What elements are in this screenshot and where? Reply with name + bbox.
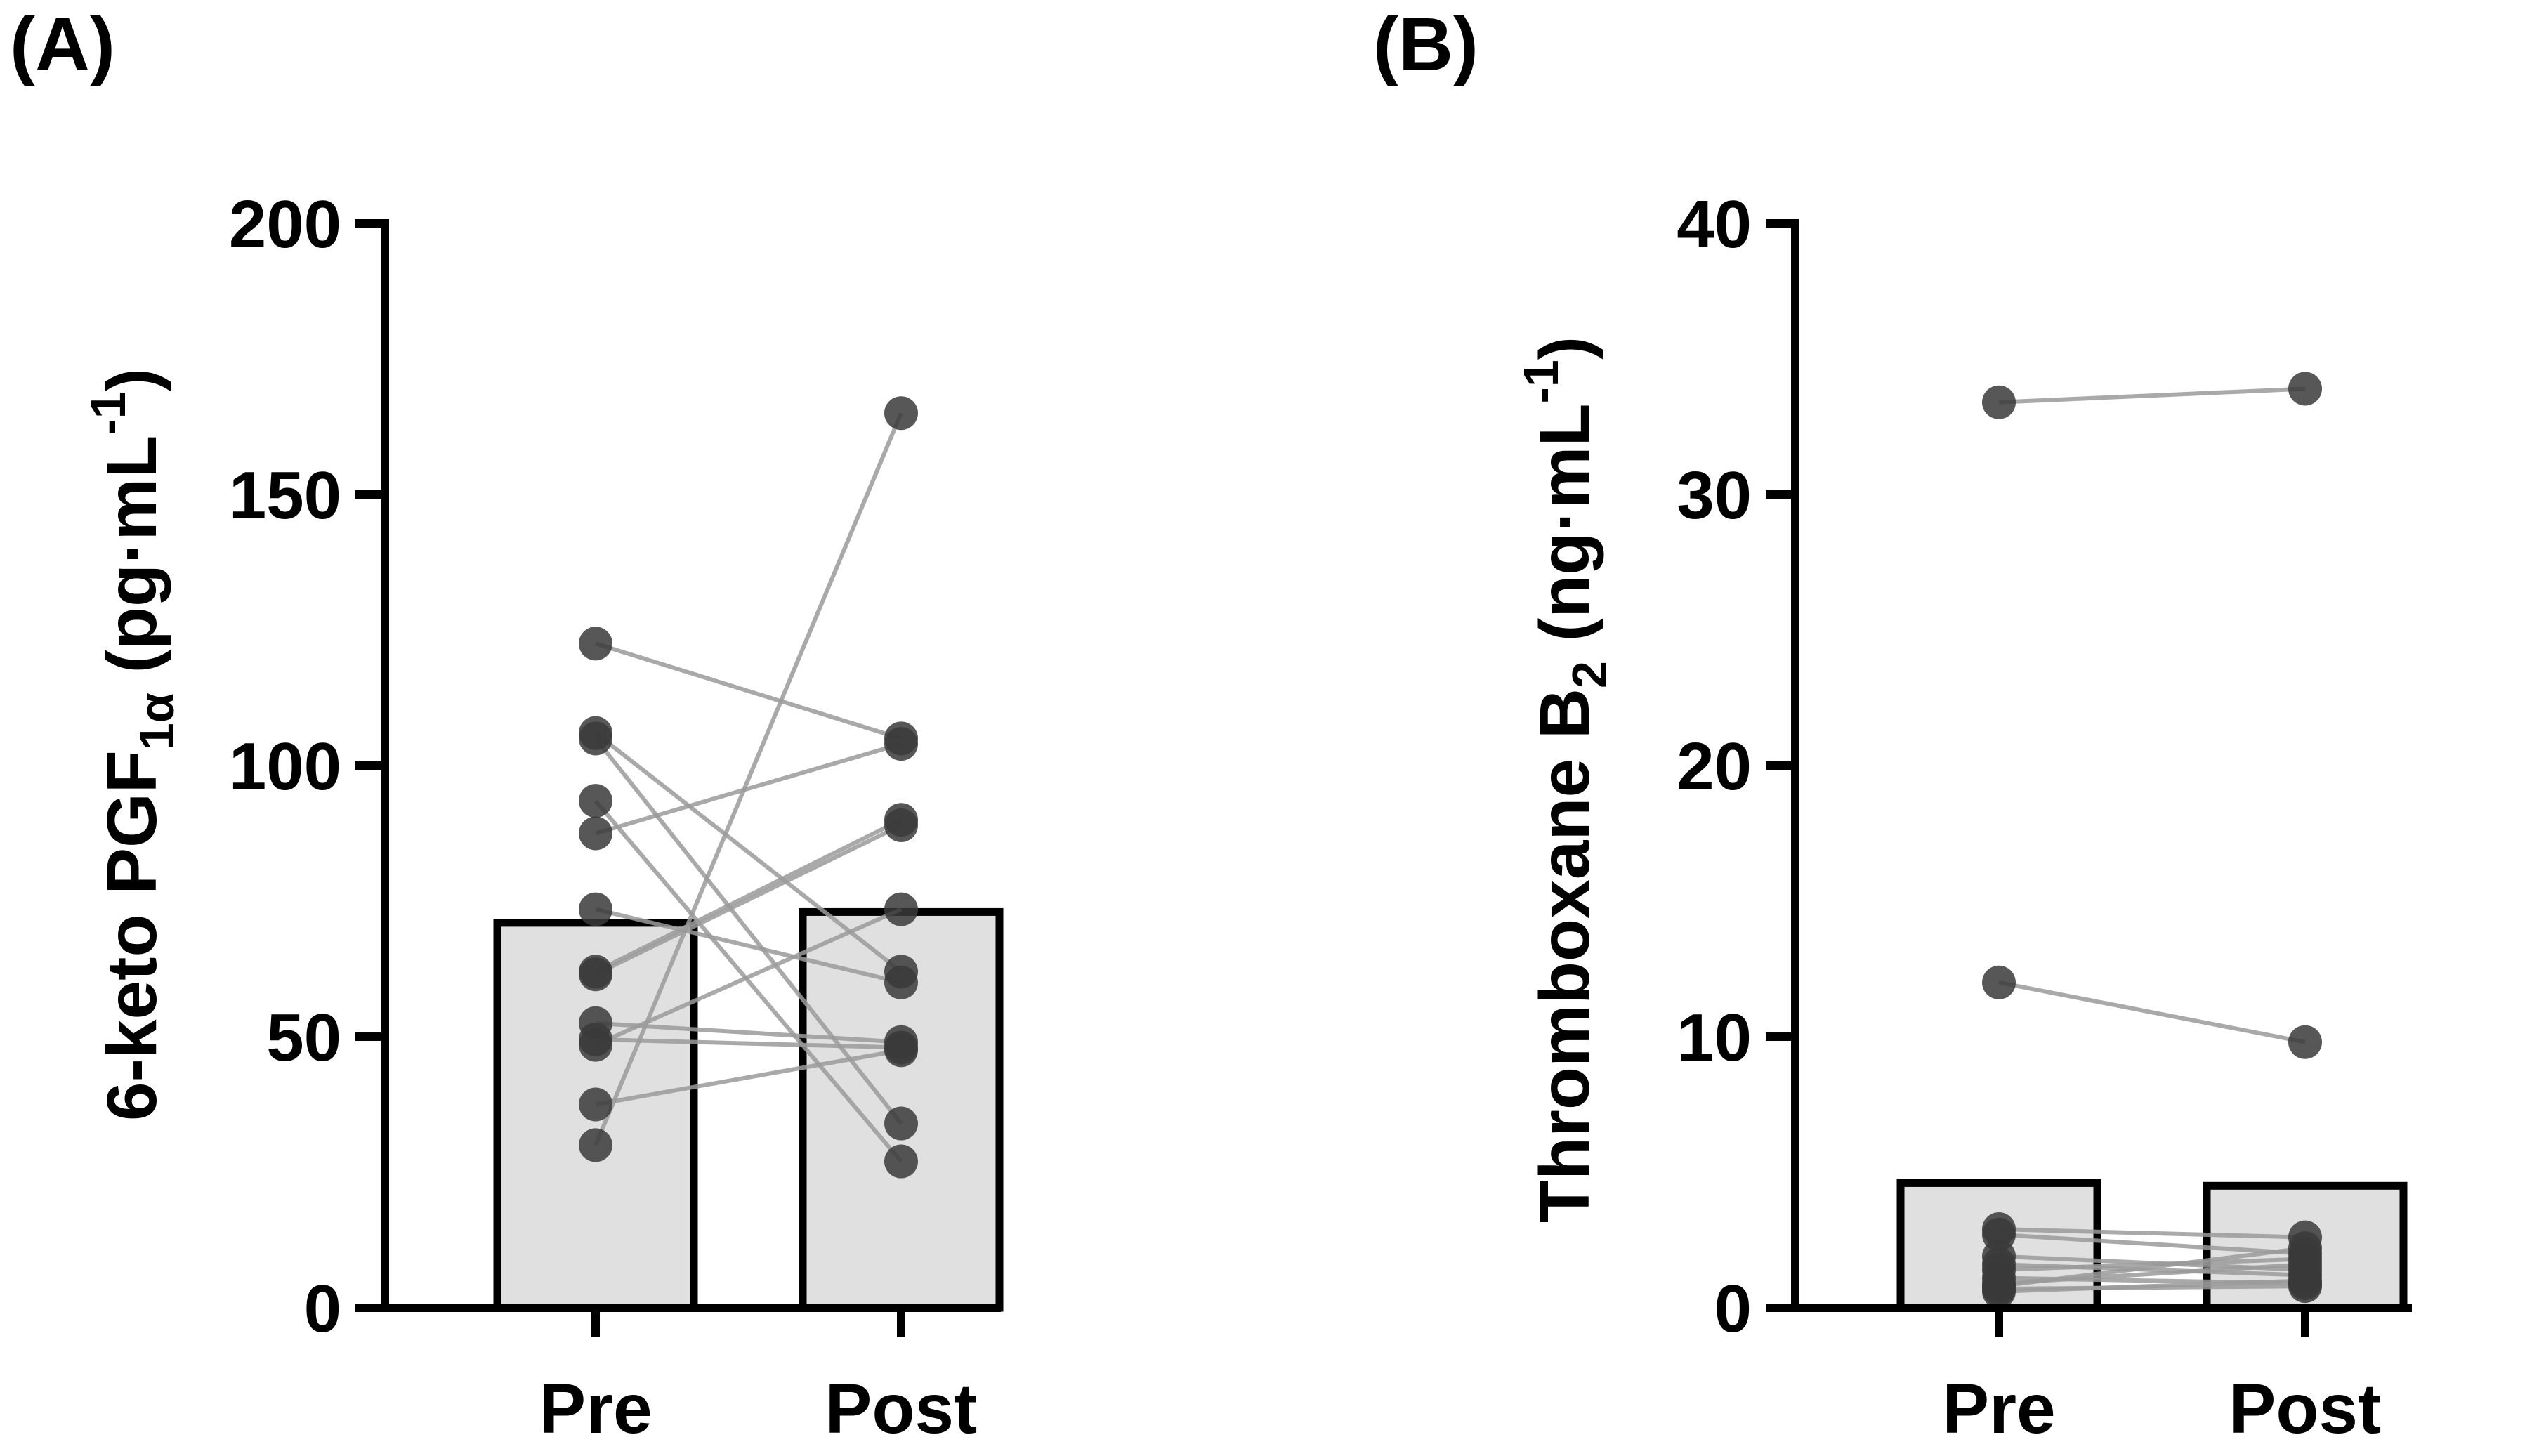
panel-b-y-tick-label-10: 10 — [1677, 1000, 1752, 1075]
panel-a-points — [579, 396, 918, 1179]
panel-b-pair-line-4 — [1998, 1232, 2306, 1256]
panel-b-point-pre-2 — [1982, 965, 2016, 999]
panel-b-point-post-2 — [2288, 1025, 2322, 1059]
panel-a-x-label-post: Post — [825, 1370, 978, 1448]
panel-b-y-tick-label-0: 0 — [1714, 1271, 1752, 1346]
panel-b-pair-line-12 — [1998, 1278, 2306, 1294]
panel-a-x-ticks: Pre Post — [539, 1308, 977, 1448]
panel-a-pair-line-10 — [595, 1037, 902, 1050]
panel-a-y-tick-label-200: 200 — [229, 187, 341, 262]
panel-b-y-ticks: 0 10 20 30 40 — [1677, 187, 1795, 1346]
panel-a-pair-line-13 — [593, 412, 903, 1146]
panel-a-pair-line-12 — [595, 1048, 902, 1107]
panel-a-pair-lines — [593, 412, 903, 1163]
panel-a-point-post-3 — [884, 1106, 918, 1141]
panel-b-y-tick-label-40: 40 — [1677, 187, 1752, 262]
panel-a-y-axis-title: 6-keto PGF1α (pg·mL-1) — [81, 368, 184, 1121]
panel-b-x-label-pre: Pre — [1942, 1370, 2055, 1448]
panel-b-y-tick-label-20: 20 — [1677, 729, 1752, 804]
panel-a-point-post-12 — [884, 1033, 918, 1068]
panel-a-point-post-11 — [884, 892, 918, 926]
panel-a-point-pre-11 — [579, 1028, 612, 1062]
panel-a-pair-line-5 — [595, 742, 902, 836]
panel-a-label: (A) — [10, 1, 115, 86]
panel-a-point-pre-6 — [579, 892, 612, 926]
panel-b-y-axis-title: Thromboxane B2 (ng·mL-1) — [1514, 336, 1617, 1223]
panel-a-x-label-pre: Pre — [539, 1370, 652, 1448]
panel-a-pair-line-7 — [594, 818, 903, 974]
panel-b-pair-lines — [1998, 386, 2306, 1294]
panel-b-point-post-10 — [2288, 1231, 2322, 1266]
panel-a-point-post-4 — [884, 1144, 918, 1179]
panel-a-point-pre-13 — [579, 1128, 612, 1162]
panel-a-pair-line-4 — [593, 799, 903, 1163]
panel-b-label: (B) — [1373, 1, 1478, 86]
panel-a-pair-line-6 — [595, 907, 902, 985]
panel-b: (B) Thromboxane B2 (ng·mL-1) 0 10 20 30 40 P… — [1373, 1, 2412, 1448]
panel-a-point-pre-4 — [579, 784, 612, 818]
panel-a-y-ticks: 0 50 100 150 200 — [229, 187, 385, 1346]
panel-a-y-tick-label-50: 50 — [266, 1000, 341, 1075]
panel-b-pair-line-2 — [1998, 980, 2306, 1044]
panel-a-y-tick-label-150: 150 — [229, 458, 341, 533]
panel-a-point-pre-3 — [579, 721, 612, 756]
panel-a-pair-line-1 — [595, 641, 902, 741]
panel-a-y-tick-label-0: 0 — [304, 1271, 341, 1346]
panel-b-point-post-12 — [2288, 1264, 2322, 1298]
panel-b-pair-line-1 — [1998, 386, 2306, 405]
panel-a-point-post-8 — [884, 808, 918, 842]
panel-b-x-label-post: Post — [2229, 1370, 2382, 1448]
panel-a-point-post-5 — [884, 727, 918, 761]
panel-a-point-post-13 — [884, 396, 918, 431]
panel-a-point-post-6 — [884, 965, 918, 999]
panel-a: (A) 6-keto PGF1α (pg·mL-1) 050100150200 … — [10, 1, 1004, 1448]
panel-b-pair-line-10 — [1998, 1246, 2306, 1289]
panel-b-y-tick-label-30: 30 — [1677, 458, 1752, 533]
panel-b-point-pre-1 — [1982, 385, 2016, 419]
panel-a-y-tick-label-100: 100 — [229, 729, 341, 804]
panel-a-point-pre-8 — [579, 957, 612, 992]
panel-b-points — [1982, 372, 2322, 1309]
panel-b-x-ticks: Pre Post — [1942, 1308, 2381, 1448]
panel-b-point-post-1 — [2288, 372, 2322, 406]
panel-a-pair-line-8 — [594, 823, 903, 976]
panel-b-point-pre-12 — [1982, 1274, 2016, 1309]
panel-b-pair-line-7 — [1998, 1257, 2306, 1272]
panel-a-bars — [493, 907, 1004, 1312]
panel-a-point-pre-5 — [579, 816, 612, 851]
panel-a-point-pre-1 — [579, 627, 612, 661]
panel-a-point-pre-12 — [579, 1087, 612, 1122]
panel-b-pair-line-3 — [1998, 1227, 2306, 1240]
